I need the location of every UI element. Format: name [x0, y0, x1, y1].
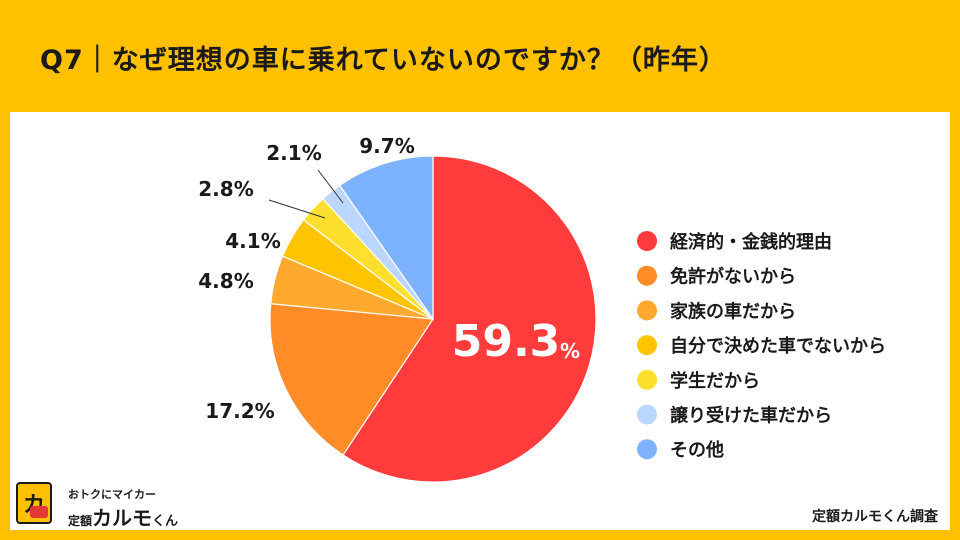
legend-marker-4 [637, 335, 657, 356]
leader-line-5 [268, 199, 326, 219]
pie-slice-7 [338, 155, 434, 321]
legend-label-2: 免許がないから [670, 266, 796, 288]
brand-logo: カ おトクにマイカー 定額カルモくん [10, 478, 200, 530]
data-label-7: 9.7% [359, 134, 414, 158]
survey-credit: 定額カルモくん調査 [812, 509, 938, 525]
data-label-1: 59.3 [452, 316, 561, 367]
legend-label-1: 経済的・金銭的理由 [670, 231, 832, 253]
data-label-3: 4.8% [198, 269, 253, 293]
data-label-1-unit: % [560, 339, 580, 363]
logo-brand: カルモ [92, 506, 153, 530]
legend-label-5: 学生だから [670, 370, 760, 392]
data-label-2: 17.2% [205, 399, 274, 423]
legend-marker-2 [637, 265, 657, 286]
car-icon [30, 506, 48, 518]
data-label-4: 4.1% [225, 229, 280, 253]
data-label-6: 2.1% [266, 141, 321, 165]
legend-label-6: 譲り受けた車だから [670, 405, 832, 427]
logo-prefix: 定額 [68, 514, 93, 528]
legend-label-3: 家族の車だから [670, 300, 796, 322]
legend-marker-5 [637, 369, 657, 390]
page-title: Q7｜なぜ理想の車に乗れていないのですか？（昨年） [40, 45, 727, 76]
legend-label-4: 自分で決めた車でないから [670, 335, 886, 357]
logo-suffix: くん [152, 514, 179, 529]
legend-marker-7 [637, 439, 657, 460]
pie-slice-1 [342, 155, 597, 483]
pie-slice-2 [269, 303, 435, 456]
data-label-5: 2.8% [198, 177, 253, 201]
logo-tagline: おトクにマイカー [68, 488, 156, 501]
legend-marker-6 [637, 404, 657, 425]
legend-marker-1 [637, 231, 657, 251]
legend-marker-3 [637, 300, 657, 321]
legend-label-7: その他 [670, 439, 724, 461]
logo-name: 定額カルモくん [68, 502, 178, 531]
leader-line-6 [317, 169, 344, 204]
